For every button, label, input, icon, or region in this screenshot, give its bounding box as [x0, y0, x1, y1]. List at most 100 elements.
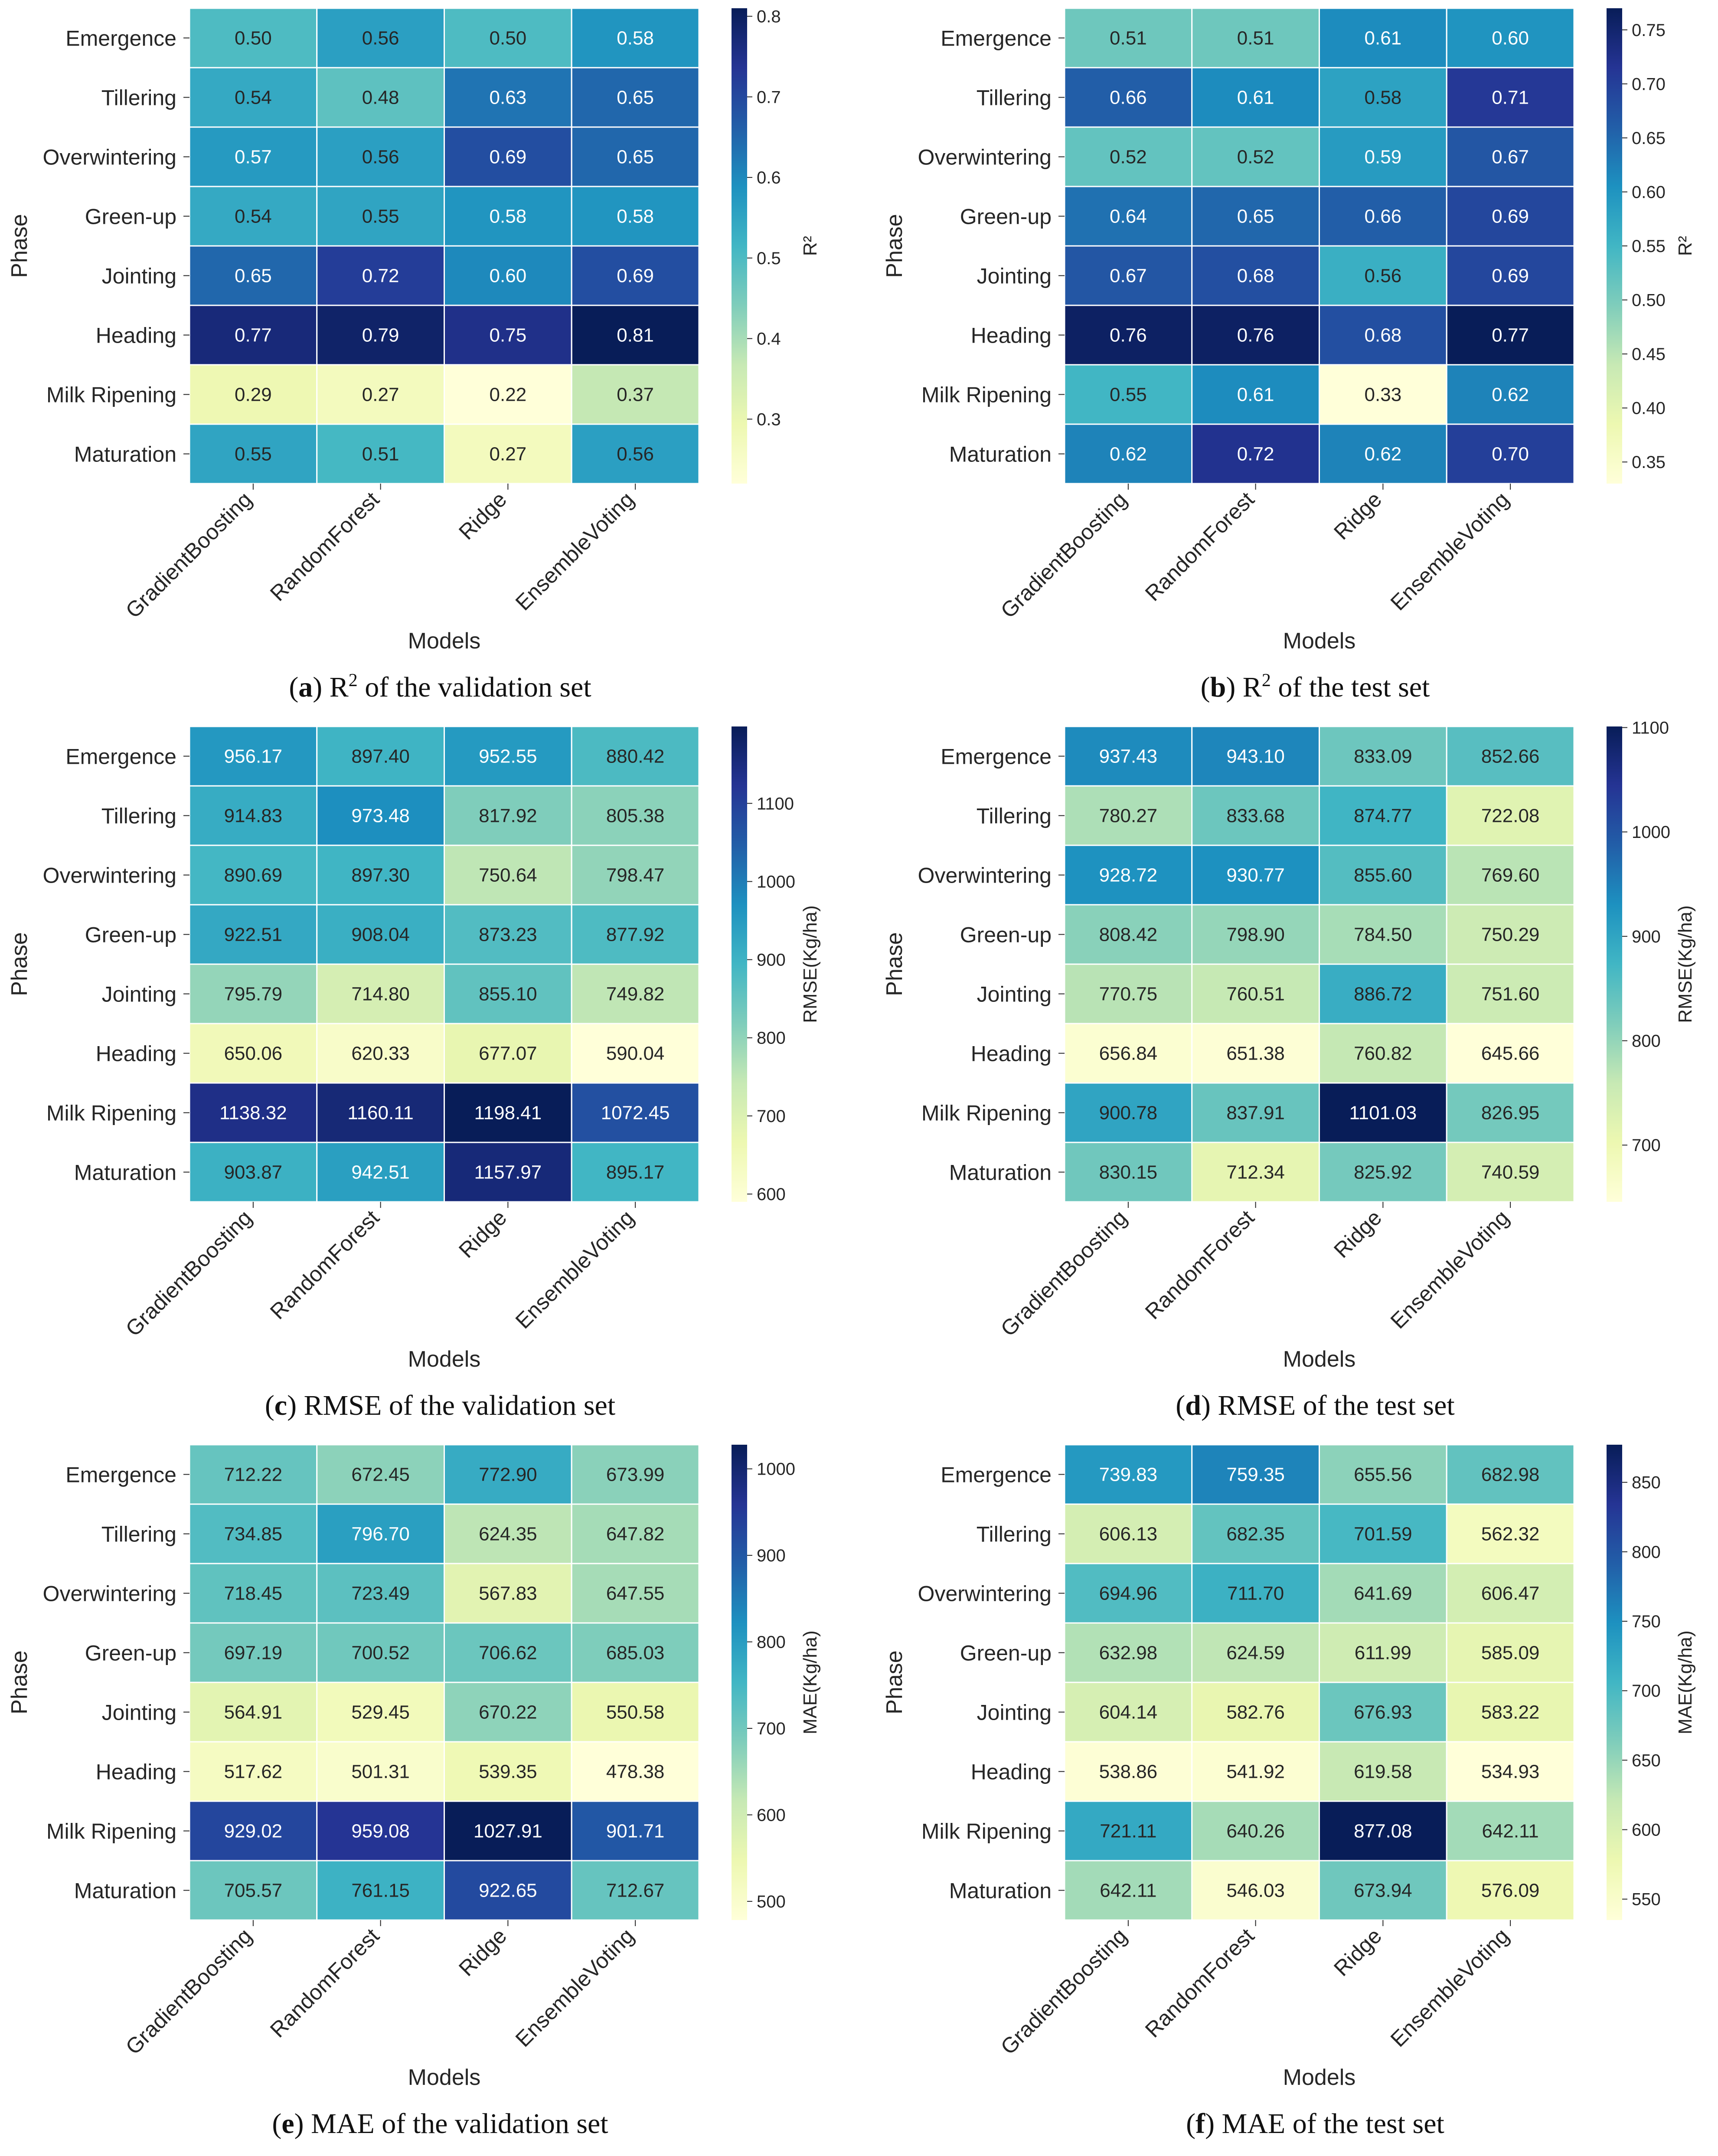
heatmap-cell — [444, 1082, 572, 1143]
cell-value-label: 0.50 — [490, 28, 527, 49]
y-tick-label: Heading — [971, 1042, 1052, 1066]
heatmap-cell — [444, 1860, 572, 1921]
y-tick-label: Jointing — [102, 1701, 176, 1725]
heatmap-cell — [571, 1142, 700, 1203]
cell-value-label: 718.45 — [224, 1583, 283, 1604]
heatmap-cell — [1446, 1741, 1575, 1802]
y-tick-label: Heading — [971, 324, 1052, 348]
x-tick-label: GradientBoosting — [121, 1205, 257, 1341]
cell-value-label: 711.70 — [1227, 1583, 1284, 1604]
colorbar — [1607, 1445, 1622, 1920]
y-tick-label: Heading — [96, 324, 176, 348]
x-tick-label: GradientBoosting — [121, 487, 257, 623]
colorbar-tick-label: 0.4 — [757, 330, 781, 349]
cell-value-label: 0.60 — [1492, 28, 1529, 49]
heatmap-cell — [1064, 245, 1193, 306]
heatmap-cell — [1064, 844, 1193, 906]
cell-value-label: 929.02 — [224, 1821, 283, 1842]
colorbar — [732, 1445, 747, 1920]
cell-value-label: 937.43 — [1099, 746, 1158, 767]
cell-value-label: 760.51 — [1226, 984, 1285, 1005]
heatmap-cell — [444, 726, 572, 787]
heatmap-cell — [189, 1023, 318, 1084]
y-tick-label: Overwintering — [918, 145, 1052, 170]
cell-value-label: 0.27 — [490, 444, 527, 465]
colorbar-tick-label: 600 — [1632, 1821, 1661, 1840]
cell-value-label: 759.35 — [1226, 1464, 1285, 1485]
cell-value-label: 722.08 — [1481, 805, 1540, 827]
cell-value-label: 721.11 — [1100, 1821, 1156, 1842]
cell-value-label: 1138.32 — [219, 1103, 287, 1124]
cell-value-label: 830.15 — [1099, 1162, 1158, 1183]
heatmap-cell — [1064, 785, 1193, 846]
heatmap-cell — [444, 844, 572, 906]
y-tick-label: Jointing — [102, 264, 176, 288]
cell-value-label: 770.75 — [1099, 984, 1158, 1005]
cell-value-label: 877.08 — [1354, 1821, 1412, 1842]
cell-value-label: 0.65 — [1237, 206, 1274, 227]
cell-value-label: 760.82 — [1354, 1043, 1412, 1064]
x-tick-label: RandomForest — [1140, 1924, 1259, 2042]
heatmap-cell — [189, 1444, 318, 1505]
heatmap-cell — [571, 1563, 700, 1624]
cell-value-label: 682.98 — [1481, 1464, 1540, 1485]
cell-value-label: 0.69 — [1492, 265, 1529, 287]
cell-value-label: 0.22 — [490, 384, 527, 406]
heatmap-cell — [316, 1023, 445, 1084]
heatmap-cell — [1191, 1082, 1320, 1143]
cell-value-label: 0.63 — [490, 87, 527, 108]
heatmap-cell — [571, 1860, 700, 1921]
heatmap-cell — [571, 304, 700, 366]
cell-value-label: 619.58 — [1354, 1761, 1412, 1783]
cell-value-label: 852.66 — [1481, 746, 1540, 767]
cell-value-label: 0.76 — [1237, 325, 1274, 346]
cell-value-label: 676.93 — [1354, 1702, 1412, 1723]
panel-caption: (a) R2 of the validation set — [289, 671, 591, 703]
y-tick-label: Tillering — [977, 804, 1052, 828]
cell-value-label: 538.86 — [1099, 1761, 1158, 1783]
heatmap-cell — [571, 7, 700, 69]
cell-value-label: 714.80 — [351, 984, 410, 1005]
cell-value-label: 0.65 — [235, 265, 272, 287]
heatmap-cell — [1446, 785, 1575, 846]
cell-value-label: 886.72 — [1354, 984, 1412, 1005]
colorbar-tick-label: 650 — [1632, 1751, 1661, 1770]
heatmap-cell — [1191, 1800, 1320, 1862]
heatmap-cell — [1191, 844, 1320, 906]
y-tick-label: Overwintering — [918, 1582, 1052, 1606]
cell-value-label: 833.09 — [1354, 746, 1412, 767]
colorbar-tick-label: 500 — [757, 1892, 786, 1911]
y-tick-label: Jointing — [977, 1701, 1052, 1725]
cell-value-label: 873.23 — [479, 924, 537, 945]
heatmap-cell — [1064, 1860, 1193, 1921]
cell-value-label: 855.10 — [479, 984, 537, 1005]
heatmap-cell — [444, 7, 572, 69]
heatmap-cell — [1319, 245, 1447, 306]
x-tick-label: EnsembleVoting — [1386, 1924, 1514, 2051]
cell-value-label: 712.34 — [1226, 1162, 1285, 1183]
y-tick-label: Overwintering — [918, 864, 1052, 888]
cell-value-label: 900.78 — [1099, 1103, 1158, 1124]
y-tick-label: Milk Ripening — [46, 1101, 176, 1125]
colorbar-tick-label: 700 — [1632, 1682, 1661, 1701]
heatmap-cell — [1446, 1023, 1575, 1084]
y-tick-label: Milk Ripening — [921, 383, 1052, 407]
cell-value-label: 0.64 — [1110, 206, 1147, 227]
cell-value-label: 606.47 — [1481, 1583, 1540, 1604]
x-tick-label: RandomForest — [265, 487, 384, 606]
heatmap-cell — [1191, 1741, 1320, 1802]
cell-value-label: 0.56 — [362, 28, 399, 49]
cell-value-label: 805.38 — [606, 805, 665, 827]
cell-value-label: 590.04 — [606, 1043, 665, 1064]
cell-value-label: 0.69 — [617, 265, 654, 287]
cell-value-label: 0.58 — [490, 206, 527, 227]
cell-value-label: 539.35 — [479, 1761, 537, 1783]
colorbar-tick-label: 800 — [1632, 1543, 1661, 1562]
y-tick-label: Emergence — [65, 26, 176, 51]
cell-value-label: 943.10 — [1226, 746, 1285, 767]
cell-value-label: 0.81 — [617, 325, 654, 346]
cell-value-label: 0.57 — [235, 147, 272, 168]
heatmap-cell — [571, 364, 700, 425]
heatmap-cell — [1191, 67, 1320, 128]
cell-value-label: 795.79 — [224, 984, 283, 1005]
